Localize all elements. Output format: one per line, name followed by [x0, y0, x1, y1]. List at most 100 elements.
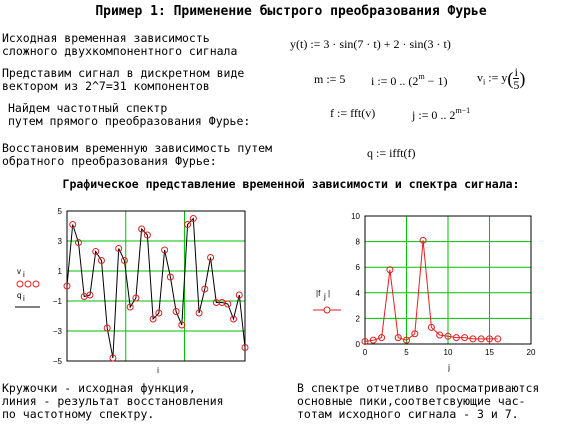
ifft-formula: q := ifft(f)	[367, 146, 416, 160]
spectrum-point	[378, 334, 386, 342]
time-domain-chart: 531−1−3−5v iq ii	[15, 207, 249, 375]
spectrum-line	[364, 240, 498, 342]
y-tick-label: −1	[53, 297, 63, 306]
spectrum-point	[477, 335, 485, 343]
legend-circle	[24, 280, 32, 288]
series-v-point	[132, 294, 140, 302]
series-v-point	[224, 300, 232, 308]
series-v-point	[235, 291, 243, 299]
i-range-formula: i := 0 .. (2m − 1)	[371, 72, 448, 88]
series-v-point	[166, 273, 174, 281]
v-formula: vi := y(i 5)	[477, 65, 526, 92]
x-tick-label: 20	[527, 348, 536, 357]
series-v-point	[178, 321, 186, 329]
fft-formula: f := fft(v)	[330, 106, 376, 120]
series-v-point	[184, 221, 192, 228]
y-tick-label: 5	[58, 207, 63, 216]
plot-frame	[66, 210, 246, 362]
legend-f-end: |	[328, 289, 330, 298]
y-tick-label: 1	[58, 267, 63, 276]
signal-formula: y(t) := 3 · sin(7 · t) + 2 · sin(3 · t)	[290, 37, 451, 51]
legend-v: v	[17, 267, 21, 276]
spectrum-point	[436, 331, 444, 339]
series-v-point	[126, 303, 134, 311]
left-caption-line3: по частотному спектру.	[2, 407, 155, 421]
legend-q-sub: i	[23, 294, 25, 303]
series-v-point	[161, 246, 169, 254]
series-v-point	[69, 221, 77, 228]
x-tick-label: 15	[485, 348, 494, 357]
spectrum-point	[494, 335, 502, 343]
series-v-point	[241, 344, 249, 351]
series-q-line	[66, 217, 246, 359]
left-caption-line2: линия - результат восстановления	[2, 394, 224, 408]
series-v-point	[172, 308, 180, 315]
legend-circle	[32, 280, 40, 288]
row4-text-line2: обратного преобразования Фурье:	[2, 154, 217, 168]
series-v-point	[115, 245, 123, 252]
legend-f: |f	[316, 289, 321, 298]
row1-text-line1: Исходная временная зависимость	[2, 31, 210, 45]
j-range-formula: j := 0 .. 2m−1	[412, 106, 471, 122]
series-v-point	[120, 257, 128, 264]
series-v-point	[109, 354, 117, 362]
spectrum-point	[394, 334, 402, 342]
spectrum-point	[427, 323, 435, 331]
series-v-point	[97, 257, 105, 264]
series-v-point	[189, 215, 197, 222]
spectrum-point	[361, 337, 369, 345]
y-tick-label: −5	[53, 357, 63, 366]
spectrum-point	[386, 266, 394, 274]
series-v-point	[74, 239, 82, 246]
series-v-point	[63, 282, 71, 290]
legend-v-sub: i	[23, 270, 25, 279]
row1-text-line2: сложного двухкомпонентного сигнала	[2, 44, 238, 58]
y-tick-label: 0	[356, 340, 361, 349]
m-formula: m := 5	[314, 72, 346, 86]
series-v-point	[230, 315, 238, 323]
legend-q: q	[17, 291, 21, 300]
series-v-point	[86, 291, 94, 299]
spectrum-point	[444, 332, 452, 340]
spectrum-point	[411, 330, 419, 338]
x-tick-label: 5	[404, 348, 409, 357]
series-v-point	[138, 225, 146, 233]
y-tick-label: 8	[356, 238, 361, 247]
series-v-point	[92, 248, 100, 255]
series-v-point	[143, 231, 151, 239]
page-title: Пример 1: Применение быстрого преобразов…	[95, 4, 487, 19]
series-v-point	[201, 285, 209, 293]
series-v-point	[155, 309, 163, 317]
x-tick-label: 0	[363, 348, 368, 357]
y-tick-label: −3	[53, 327, 63, 336]
y-tick-label: 6	[356, 263, 361, 272]
x-tick-label: 10	[444, 348, 453, 357]
right-caption-line3: тотам исходного сигнала - 3 и 7.	[297, 407, 519, 421]
series-v-point	[207, 254, 215, 261]
right-caption-line1: В спектре отчетливо просматриваются	[297, 381, 540, 395]
y-tick-label: 2	[356, 314, 361, 323]
legend-circle	[16, 280, 24, 288]
spectrum-point	[461, 334, 469, 342]
legend-f-sub: j	[323, 292, 326, 301]
row3-text-line1: Найдем частотный спектр	[8, 101, 168, 115]
spectrum-point	[419, 236, 427, 244]
series-v-point	[149, 315, 157, 323]
row2-text-line2: вектором из 2^7=31 компонентов	[2, 79, 210, 93]
series-v-point	[103, 324, 111, 332]
spectrum-point	[369, 336, 377, 344]
y-tick-label: 10	[351, 212, 360, 221]
row4-text-line1: Восстановим временную зависимость путем	[2, 141, 273, 155]
plot-frame	[364, 215, 532, 345]
spectrum-point	[403, 336, 410, 344]
charts-subheading: Графическое представление временной зави…	[62, 177, 520, 191]
legend-circle	[323, 306, 331, 314]
x-axis-label: i	[157, 366, 159, 375]
spectrum-point	[469, 335, 477, 343]
left-caption-line1: Кружочки - исходная функция,	[2, 381, 196, 395]
y-tick-label: 3	[58, 237, 63, 246]
spectrum-point	[452, 334, 460, 342]
y-tick-label: 4	[356, 289, 361, 298]
